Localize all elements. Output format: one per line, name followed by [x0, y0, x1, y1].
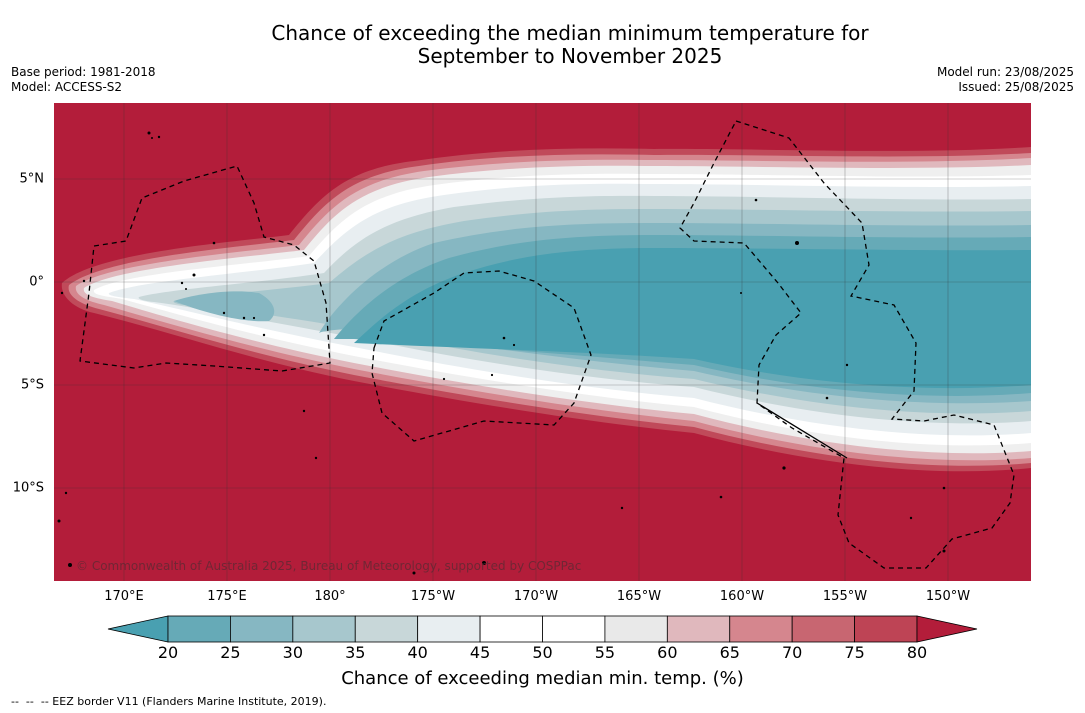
run-info: Model run: 23/08/2025 Issued: 25/08/2025 [937, 65, 1074, 95]
lon-label-175w: 175°W [410, 589, 456, 604]
colorbar-tick-label: 45 [469, 643, 491, 662]
base-period: Base period: 1981-2018 [11, 65, 156, 79]
lat-label-5s: 5°S [20, 377, 44, 393]
eez-solid-segment [756, 402, 848, 459]
colorbar-low-extend [107, 615, 169, 643]
lon-label-150w: 150°W [925, 589, 971, 604]
cool-patch [174, 291, 275, 322]
colorbar-cell [791, 615, 855, 643]
title-line-1: Chance of exceeding the median minimum t… [271, 21, 869, 45]
colorbar-tick-label: 65 [719, 643, 740, 662]
colorbar-cell [167, 615, 231, 643]
lon-label-170e: 170°E [104, 589, 144, 604]
colorbar-tick-label: 80 [906, 643, 928, 662]
colorbar-tick-label: 50 [532, 643, 553, 662]
lat-label-10s: 10°S [12, 480, 44, 496]
colorbar-cell [479, 615, 543, 643]
eez-kiribati-phoenix [371, 270, 592, 442]
colorbar-cell [604, 615, 668, 643]
eez-kiribati-line [679, 120, 1015, 569]
lon-label-155w: 155°W [822, 589, 868, 604]
islands [57, 131, 946, 575]
colorbar-svg [107, 615, 978, 643]
model-name: Model: ACCESS-S2 [11, 80, 123, 94]
colorbar-cell [417, 615, 481, 643]
band-below-20 [354, 248, 1031, 389]
lon-label-160w: 160°W [719, 589, 765, 604]
colorbar-label: Chance of exceeding median min. temp. (%… [341, 668, 744, 689]
eez-borders [79, 120, 1015, 569]
colorbar-tick-label: 40 [407, 643, 428, 662]
colorbar-cell [354, 615, 419, 643]
colorbar-cell [542, 615, 606, 643]
colorbar-tick-label: 30 [282, 643, 304, 662]
graticule [54, 103, 1031, 581]
lon-label-165w: 165°W [616, 589, 662, 604]
colorbar-tick-label: 70 [781, 643, 803, 662]
model-run-date: Model run: 23/08/2025 [936, 65, 1074, 79]
colorbar [106, 614, 980, 644]
map-title: Chance of exceeding the median minimum t… [190, 22, 950, 68]
colorbar-cell [230, 615, 294, 643]
base-info: Base period: 1981-2018 Model: ACCESS-S2 [11, 65, 156, 95]
colorbar-tick-label: 60 [657, 643, 678, 662]
colorbar-tick-label: 25 [220, 643, 241, 662]
colorbar-cell [854, 615, 918, 643]
eez-footnote: -- -- -- EEZ border V11 (Flanders Marine… [11, 695, 327, 708]
lon-label-175e: 175°E [207, 589, 247, 604]
map-panel: © Commonwealth of Australia 2025, Bureau… [54, 103, 1031, 581]
colorbar-cell [729, 615, 793, 643]
colorbar-cell [292, 615, 356, 643]
lon-label-180: 180° [314, 589, 346, 604]
colorbar-tick-label: 20 [157, 643, 179, 662]
title-line-2: September to November 2025 [417, 44, 723, 68]
colorbar-cell [666, 615, 731, 643]
colorbar-tick-label: 55 [594, 643, 616, 662]
lon-label-170w: 170°W [513, 589, 559, 604]
colorbar-tick-label: 75 [844, 643, 865, 662]
colorbar-tick-label: 35 [345, 643, 366, 662]
eez-kiribati-gilbert [79, 165, 331, 372]
issued-date: Issued: 25/08/2025 [958, 80, 1074, 94]
copyright-note: © Commonwealth of Australia 2025, Bureau… [76, 559, 582, 573]
lat-label-5n: 5°N [19, 171, 45, 187]
lat-label-0: 0° [29, 274, 44, 290]
map-svg [54, 103, 1031, 581]
colorbar-high-extend [916, 615, 978, 643]
colorbar-cells [167, 615, 918, 643]
